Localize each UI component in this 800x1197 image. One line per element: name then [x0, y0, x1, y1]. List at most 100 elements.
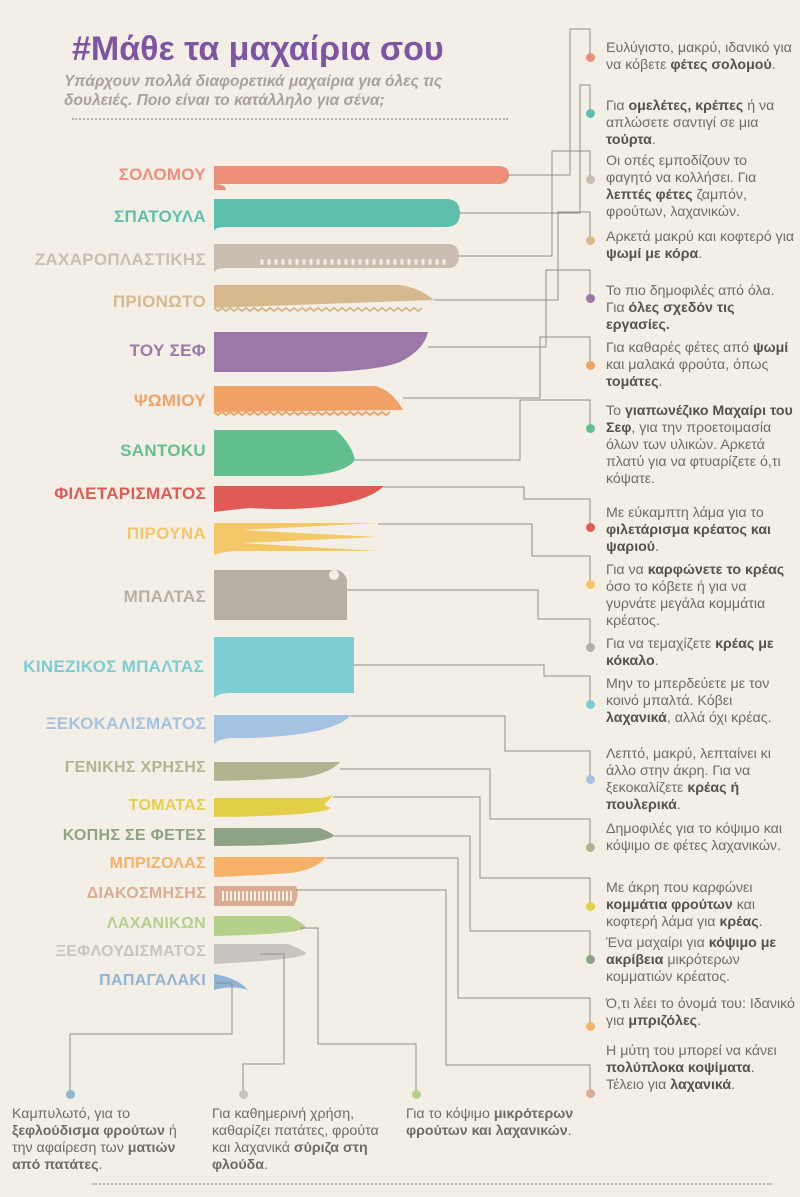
connector-line [354, 664, 591, 704]
body-text: Το [606, 403, 625, 419]
knife-description: Για το κόψιμο μικρότερων φρούτων και λαχ… [406, 1106, 582, 1140]
salmon-knife-icon [214, 166, 509, 190]
description-dot [586, 53, 595, 62]
description-dot [586, 902, 595, 911]
knife-description: Ευλύγιστο, μακρύ, ιδανικό για να κόβετε … [606, 40, 796, 74]
top-divider [72, 118, 508, 120]
body-text: μικρότερων κομματιών κρέατος. [606, 952, 740, 985]
knife-label: ΣΟΛΟΜΟΥ [118, 165, 206, 184]
knife-label: ΨΩΜΙΟΥ [133, 391, 206, 410]
body-text: Για καθημερινή χρήση, καθαρίζει πατάτες,… [212, 1106, 379, 1156]
knife-label: ΓΕΝΙΚΗΣ ΧΡΗΣΗΣ [64, 759, 206, 776]
body-text: Για να τεμαχίζετε [606, 636, 716, 652]
page-title: #Μάθε τα μαχαίρια σου [72, 30, 444, 68]
body-text: . [731, 1077, 735, 1093]
boning-knife-icon [214, 715, 351, 745]
highlight-text: κομμάτια φρούτων [606, 897, 733, 913]
connector-line [242, 953, 285, 1094]
body-text: Για [606, 98, 629, 114]
description-dot [586, 955, 595, 964]
connector-line [300, 927, 417, 1094]
connector-line [460, 84, 591, 214]
highlight-text: κρέας με κόκαλο [606, 636, 774, 669]
body-text: . [263, 1157, 268, 1173]
body-text: Ένα μαχαίρι για [606, 935, 709, 951]
page-subtitle: Υπάρχουν πολλά διαφορετικά μαχαίρια για … [64, 73, 442, 109]
knife-description: Για να καρφώνετε το κρέας όσο το κόβετε … [606, 562, 796, 630]
knife-description: Μην το μπερδεύετε με τον κοινό μπαλτά. Κ… [606, 676, 796, 727]
body-text: . [658, 374, 663, 390]
body-text: και μαλακά φρούτα, όπως [606, 357, 769, 373]
description-dot [586, 109, 595, 118]
connector-line [459, 150, 591, 257]
knife-description: Το γιαπωνέζικο Μαχαίρι του Σεφ, για την … [606, 403, 796, 488]
body-text: . [698, 246, 703, 262]
description-dot [586, 643, 595, 652]
body-text: . Τέλειο για [606, 1060, 755, 1093]
description-dot [586, 523, 595, 532]
highlight-text: ματιών από πατάτες [12, 1140, 176, 1173]
description-dot [586, 175, 595, 184]
knife-label: ΠΡΙΟΝΩΤΟ [112, 292, 206, 311]
description-dot [586, 236, 595, 245]
connector-line [333, 796, 591, 906]
connector-line [384, 486, 591, 527]
knife-description: Καμπυλωτό, για το ξεφλούδισμα φρούτων ή … [12, 1106, 198, 1174]
body-text: Το πιο δημοφιλές από όλα. Για [606, 283, 775, 316]
connector-line [403, 336, 591, 399]
serrated-knife-icon [213, 285, 434, 313]
slicing-knife-icon [214, 828, 334, 846]
body-text: Η μύτη του μπορεί να κάνει [606, 1043, 777, 1059]
knife-label: ΠΑΠΑΓΑΛΑΚΙ [99, 972, 206, 989]
highlight-text: λαχανικά [606, 710, 667, 726]
fillet-knife-icon [214, 486, 384, 512]
highlight-text: λεπτές φέτες [606, 187, 693, 203]
knife-description: Για καθημερινή χρήση, καθαρίζει πατάτες,… [212, 1106, 397, 1174]
knife-label: ΔΙΑΚΟΣΜΗΣΗΣ [86, 885, 206, 902]
body-text: και κοφτερή λάμα για [606, 897, 756, 930]
body-text: , αλλά όχι κρέας. [666, 710, 772, 726]
utility-knife-icon [214, 762, 340, 781]
connector-line [378, 523, 591, 584]
connector-line [351, 715, 591, 779]
connector-line [340, 768, 591, 847]
body-text: Με εύκαμπτη λάμα για το [606, 505, 764, 521]
birds-beak-knife-icon [214, 974, 248, 990]
description-dot [66, 1090, 75, 1099]
body-text: . [567, 1123, 572, 1139]
cleaver-icon [214, 570, 347, 620]
knife-description: Για να τεμαχίζετε κρέας με κόκαλο. [606, 636, 796, 670]
description-dot [586, 843, 595, 852]
highlight-text: κρέας [719, 914, 759, 930]
body-text: . [98, 1157, 103, 1173]
highlight-text: κόψιμο με ακρίβεια [606, 935, 777, 968]
pastry-knife-icon [214, 244, 459, 274]
body-text: Για το κόψιμο [406, 1106, 494, 1122]
highlight-text: σύριζα στη φλούδα [212, 1140, 368, 1173]
highlight-text: μπριζόλες [628, 1013, 698, 1029]
knife-description: Για καθαρές φέτες από ψωμί και μαλακά φρ… [606, 340, 796, 391]
knife-label: ΖΑΧΑΡΟΠΛΑΣΤΙΚΗΣ [34, 250, 206, 269]
body-text: ή την αφαίρεση των [12, 1123, 177, 1156]
knife-label: ΜΠΑΛΤΑΣ [123, 587, 206, 606]
knife-label: ΣΠΑΤΟΥΛΑ [114, 207, 206, 226]
chinese-cleaver-icon [214, 637, 354, 700]
connector-line [296, 889, 591, 1093]
chef-knife-icon [214, 332, 428, 372]
highlight-text: ψωμί [752, 340, 789, 356]
decorating-knife-icon [214, 886, 298, 906]
body-text: Αρκετά μακρύ και κοφτερό για [606, 229, 795, 245]
body-text: όσο το κόβετε ή για να γυρνάτε μεγάλα κο… [606, 579, 766, 629]
spatula-knife-icon [214, 199, 460, 232]
description-dot [586, 775, 595, 784]
description-dot [586, 580, 595, 589]
description-dot [586, 1022, 595, 1031]
body-text: Για να [606, 562, 648, 578]
knife-label: ΜΠΡΙΖΟΛΑΣ [109, 855, 206, 872]
highlight-text: όλες σχεδόν τις εργασίες. [606, 300, 735, 333]
bread-knife-icon [213, 386, 403, 417]
highlight-text: πολύπλοκα κοψίματα [606, 1060, 751, 1076]
body-text: . [655, 539, 660, 555]
carving-fork-icon [214, 523, 378, 555]
